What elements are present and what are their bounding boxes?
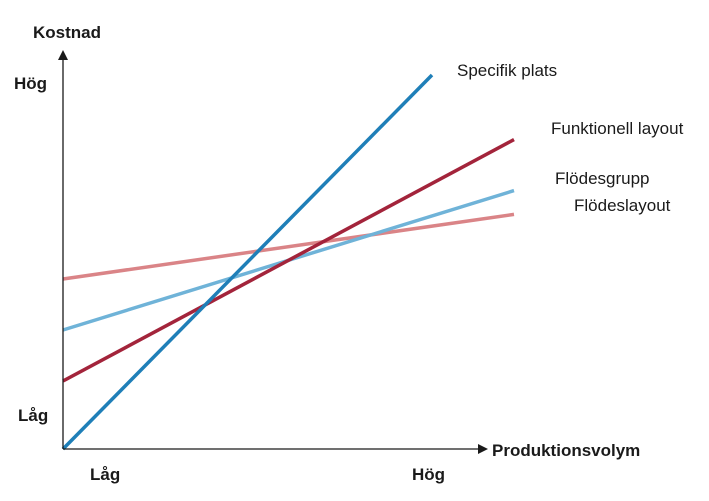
- x-tick-label-high: Hög: [412, 465, 445, 484]
- series-label-flodesgrupp: Flödesgrupp: [555, 169, 650, 188]
- x-axis-title: Produktionsvolym: [492, 441, 640, 460]
- series-line-fl-deslayout: [62, 212, 515, 281]
- y-tick-label-high: Hög: [14, 74, 47, 93]
- x-tick-label-low: Låg: [90, 465, 120, 484]
- y-axis-title: Kostnad: [33, 23, 101, 42]
- series-label-funktionell-layout: Funktionell layout: [551, 119, 684, 138]
- series-label-flodeslayout: Flödeslayout: [574, 196, 671, 215]
- series-line-specifik-plats: [61, 73, 434, 451]
- y-tick-label-low: Låg: [18, 406, 48, 425]
- series-label-specifik-plats: Specifik plats: [457, 61, 557, 80]
- series-line-funktionell-layout: [62, 138, 515, 383]
- series-lines: [61, 73, 515, 451]
